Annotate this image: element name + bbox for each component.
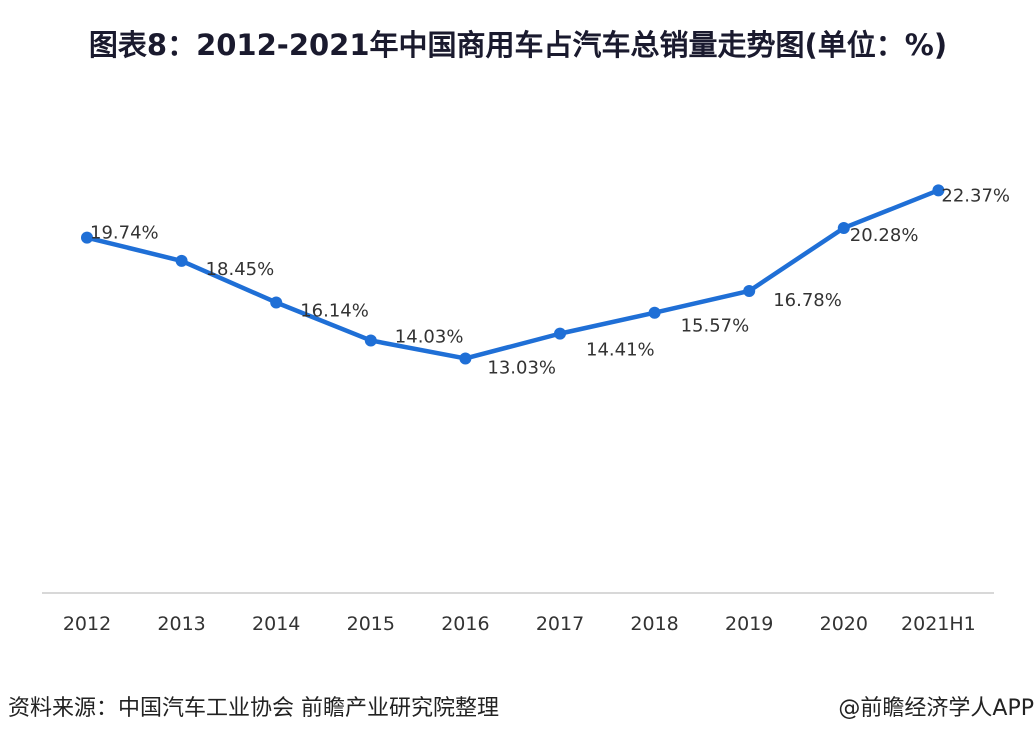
x-tick-label: 2015 [347,613,395,635]
data-point [459,352,472,365]
data-point [364,334,377,347]
x-tick-label: 2016 [441,613,489,635]
x-tick-label: 2018 [630,613,678,635]
data-label: 14.41% [586,340,655,361]
line-chart: 19.74% 2012 18.45% 2013 16.14% 2014 14.03% 2015… [42,184,1010,635]
x-tick-label: 2013 [157,613,205,635]
source-note: 资料来源：中国汽车工业协会 前瞻产业研究院整理 [8,696,499,721]
data-label: 16.14% [300,300,369,321]
x-tick-label: 2017 [536,613,584,635]
data-point [554,327,566,340]
credit: @前瞻经济学人APP [838,696,1034,721]
data-label: 20.28% [850,225,919,246]
x-tick-label: 2020 [820,613,868,635]
chart-title: 图表8：2012-2021年中国商用车占汽车总销量走势图(单位：%) [88,28,948,62]
x-tick-label: 2019 [725,613,773,635]
x-tick-label: 2021H1 [901,613,976,635]
data-label: 14.03% [395,326,464,347]
data-point [837,221,850,234]
data-label: 22.37% [941,185,1010,206]
data-point [175,254,188,267]
data-point [81,231,93,244]
data-label: 13.03% [487,357,556,378]
data-label: 15.57% [681,316,750,337]
x-tick-label: 2014 [252,613,300,635]
series-line [86,188,940,361]
data-label: 18.45% [206,259,275,280]
data-point [270,296,283,309]
data-label: 19.74% [90,223,159,244]
data-point [932,184,945,197]
x-tick-label: 2012 [63,613,111,635]
data-point [743,284,756,297]
data-point [648,306,661,319]
data-label: 16.78% [773,290,842,311]
